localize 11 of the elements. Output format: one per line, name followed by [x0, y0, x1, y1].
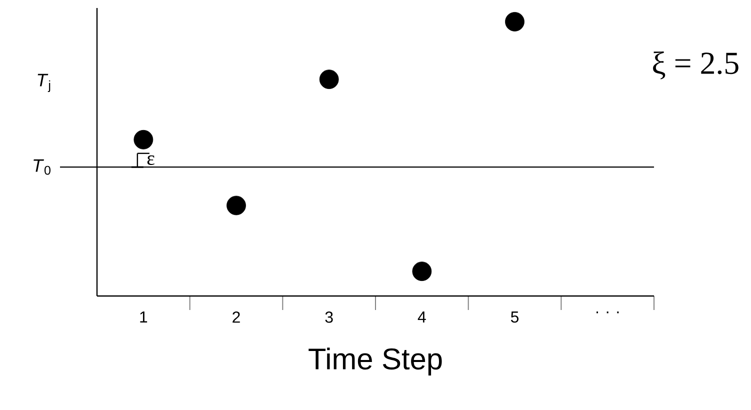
x-tick-label: 1 [140, 312, 148, 322]
annotation: ε [147, 155, 154, 166]
text: T$_{j}$ [38, 74, 50, 92]
x-tick-label: 5 [510, 312, 519, 323]
x-tick-label: 2 [232, 312, 240, 323]
ref-line-label: T$_{0}$ [34, 159, 50, 175]
annotation: ξ = 2.5 [653, 52, 738, 80]
x-tick-label: 4 [418, 312, 426, 322]
x-axis-title: Time Step [308, 348, 442, 376]
x-tick-label: 3 [325, 312, 333, 323]
x-tick-label: . . . [596, 312, 619, 314]
